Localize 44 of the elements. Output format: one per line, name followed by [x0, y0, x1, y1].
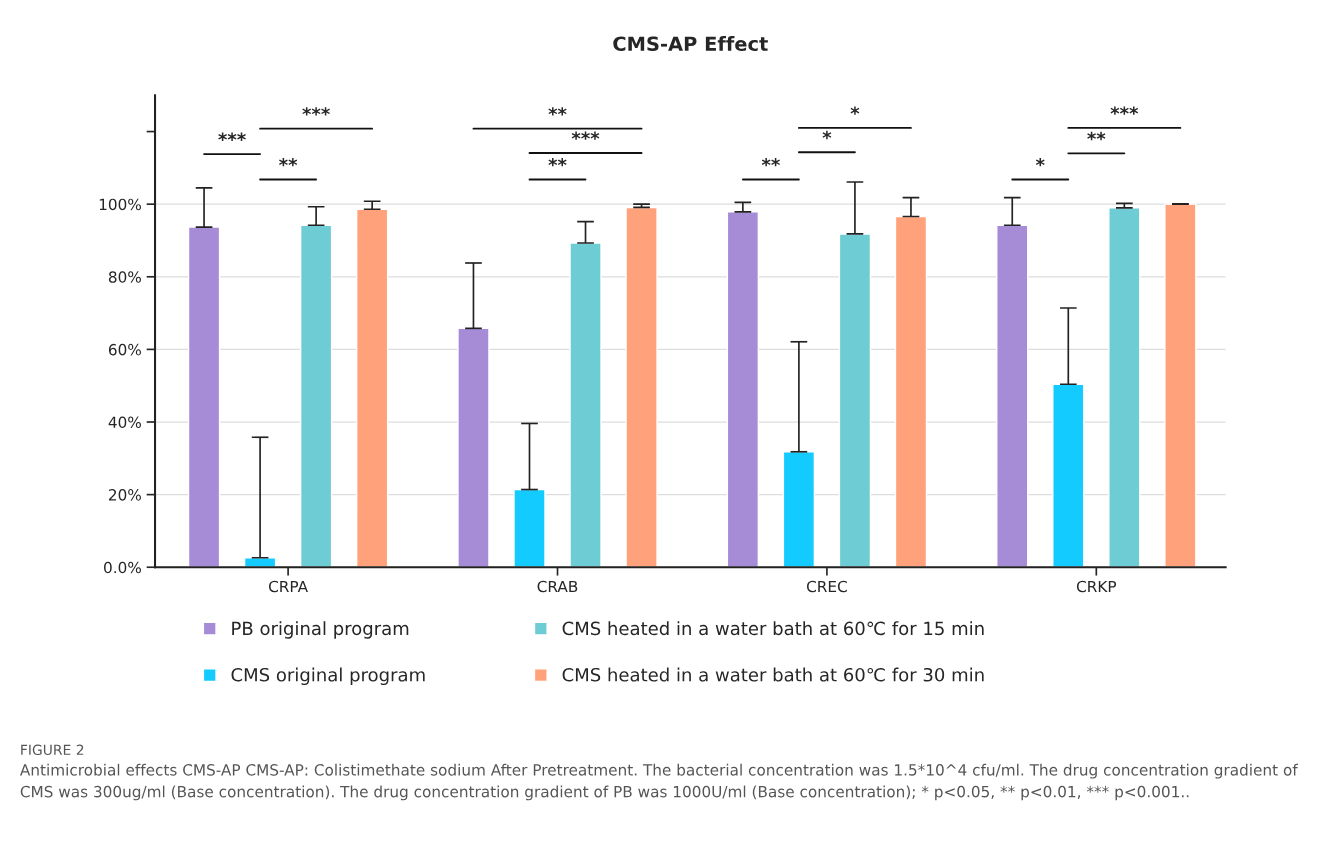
- annotation: *: [850, 106, 860, 115]
- bar: [625, 206, 658, 568]
- legend-label: CMS heated in a water bath at 60℃ for 15 min: [562, 621, 984, 636]
- annotation: **: [279, 157, 298, 167]
- caption: FIGURE 2: [21, 744, 84, 756]
- y-tick-label: 100%: [99, 198, 141, 211]
- annotation: **: [548, 107, 567, 116]
- bar: [299, 224, 333, 568]
- y-tick-label: 20%: [108, 489, 141, 501]
- legend-label: CMS heated in a water bath at 60℃ for 30 min: [562, 667, 984, 682]
- x-tick-label: CREC: [806, 580, 847, 593]
- bar: [838, 233, 872, 568]
- y-tick-label: 0.0%: [104, 561, 141, 574]
- bar: [457, 327, 490, 568]
- legend-label: PB original program: [232, 621, 409, 639]
- bar: [996, 224, 1029, 568]
- x-tick-label: CRPA: [268, 580, 308, 593]
- bar: [355, 208, 389, 568]
- y-tick-label: 40%: [108, 416, 141, 429]
- annotation: **: [548, 157, 567, 167]
- bar: [1052, 383, 1085, 568]
- bar: [894, 215, 928, 568]
- annotation: ***: [571, 131, 600, 140]
- annotation: ***: [218, 132, 246, 141]
- annotation: *: [1035, 157, 1045, 167]
- annotation: ***: [302, 107, 330, 116]
- y-tick-label: 80%: [108, 271, 141, 283]
- bar: [782, 451, 816, 568]
- bar: [1164, 203, 1197, 568]
- bar: [569, 242, 602, 568]
- chart-title: CMS-AP Effect: [613, 36, 768, 52]
- x-tick-label: CRKP: [1076, 580, 1117, 593]
- y-tick-label: 60%: [108, 343, 141, 356]
- annotation: **: [761, 157, 780, 167]
- legend-label: CMS original program: [231, 667, 425, 686]
- annotation: **: [1087, 131, 1106, 141]
- annotation: ***: [1110, 106, 1139, 115]
- bar: [187, 226, 221, 568]
- bar: [513, 488, 546, 568]
- x-tick-label: CRAB: [537, 580, 578, 593]
- bar: [1108, 207, 1141, 568]
- text: Antimicrobial effects CMS-AP CMS-AP: Colistimethate sodium After Pretreatment. The bacterial concentration was 1.5*10^4 cfu/ml. The drug concentration gradient of CMS was 300ug/ml (Base concentration). The drug concentration gradient of PB was 1000U/ml (Base concentration); * p<0.05, ** p<0.01, *** p<0.001..: [19, 763, 1298, 801]
- annotation: *: [822, 130, 832, 140]
- bar: [726, 211, 760, 568]
